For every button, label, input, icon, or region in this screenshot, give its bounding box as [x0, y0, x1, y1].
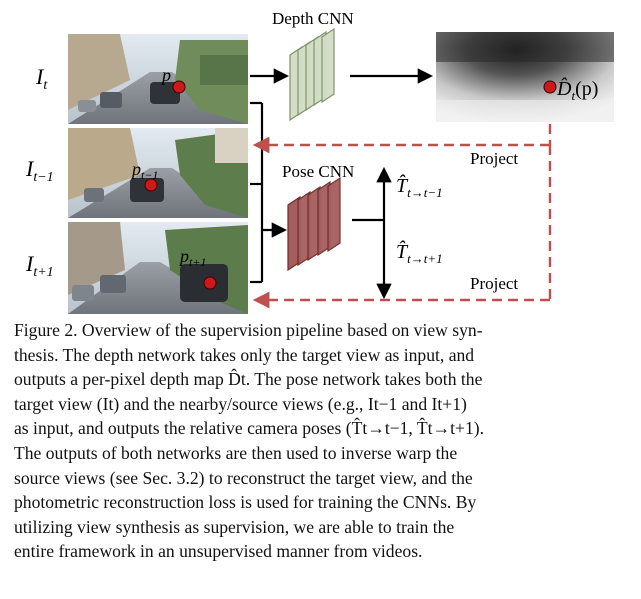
point-marker-target: p: [160, 65, 186, 94]
frame-label-prev: It−1: [25, 156, 54, 185]
frame-label-next: It+1: [25, 251, 54, 280]
figure-caption: Figure 2. Overview of the supervision pi…: [14, 318, 628, 564]
caption-line: outputs a per-pixel depth map D̂t. The p…: [14, 369, 483, 390]
pose-output-next-label: T̂t→t+1: [396, 240, 443, 266]
project-label-top: Project: [470, 149, 518, 168]
svg-text:pt+1: pt+1: [178, 246, 206, 269]
next-frame-image: [68, 222, 248, 314]
frames-to-pose-bracket: [250, 101, 288, 284]
depth-output-label: D̂t(p): [556, 77, 598, 103]
pipeline-figure: It It−1 It+1 p pt−1: [25, 9, 614, 314]
point-marker-prev: pt−1: [130, 159, 158, 192]
depth-map-image: [436, 32, 614, 122]
depth-output-marker: [543, 80, 557, 94]
pose-cnn-block: [287, 176, 341, 272]
prev-frame-image: [68, 128, 248, 218]
project-label-bottom: Project: [470, 274, 518, 293]
depth-cnn-label: Depth CNN: [272, 9, 354, 28]
point-marker-next: pt+1: [178, 246, 217, 290]
pose-cnn-label: Pose CNN: [282, 162, 354, 181]
caption-line: The outputs of both networks are then us…: [14, 442, 458, 463]
svg-text:It+1: It+1: [25, 251, 54, 280]
caption-line: thesis. The depth network takes only the…: [14, 344, 475, 365]
caption-line: as input, and outputs the relative camer…: [14, 418, 485, 439]
svg-text:pt−1: pt−1: [130, 159, 158, 182]
caption-line: entire framework in an unsupervised mann…: [14, 541, 423, 562]
target-frame-image: [68, 34, 248, 124]
project-dashed-arrows: [252, 124, 552, 309]
caption-line: utilizing view synthesis as supervision,…: [14, 516, 455, 537]
pose-output-prev-label: T̂t→t−1: [396, 174, 443, 200]
svg-text:It: It: [35, 64, 48, 93]
caption-line: source views (see Sec. 3.2) to reconstru…: [14, 467, 473, 488]
svg-text:It−1: It−1: [25, 156, 54, 185]
frame-label-target: It: [35, 64, 48, 93]
pose-output-arrows: [352, 166, 392, 300]
svg-text:p: p: [160, 65, 171, 85]
caption-line: Figure 2. Overview of the supervision pi…: [14, 320, 483, 340]
caption-line: target view (It) and the nearby/source v…: [14, 393, 467, 414]
depth-cnn-block: [289, 27, 335, 122]
caption-line: photometric reconstruction loss is used …: [14, 492, 477, 513]
